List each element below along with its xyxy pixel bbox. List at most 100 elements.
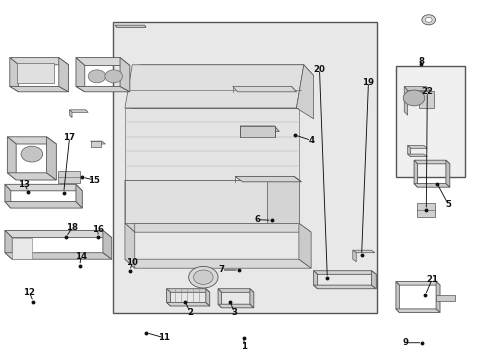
Polygon shape (5, 230, 112, 238)
Polygon shape (240, 126, 279, 131)
Polygon shape (404, 86, 408, 115)
Polygon shape (414, 184, 450, 187)
Circle shape (403, 90, 425, 106)
Polygon shape (76, 184, 82, 208)
Polygon shape (125, 108, 299, 180)
Text: 8: 8 (418, 58, 424, 67)
Polygon shape (59, 58, 69, 92)
Bar (396, 66, 465, 177)
Polygon shape (10, 58, 19, 92)
Polygon shape (5, 230, 12, 259)
Polygon shape (12, 238, 32, 259)
Polygon shape (408, 154, 427, 157)
Polygon shape (233, 86, 296, 92)
Polygon shape (396, 309, 440, 312)
Text: 7: 7 (219, 266, 224, 275)
Polygon shape (371, 271, 376, 289)
Polygon shape (125, 259, 311, 268)
Polygon shape (250, 289, 254, 308)
Bar (91, 141, 101, 147)
Polygon shape (314, 285, 376, 289)
Bar (17, 63, 54, 83)
Polygon shape (70, 110, 72, 118)
Circle shape (422, 15, 436, 25)
Polygon shape (446, 160, 450, 187)
Circle shape (194, 270, 213, 284)
Polygon shape (7, 137, 56, 144)
Text: 1: 1 (241, 342, 247, 351)
Text: 11: 11 (158, 333, 170, 342)
Polygon shape (115, 25, 146, 27)
Text: 6: 6 (254, 215, 260, 224)
Polygon shape (235, 176, 301, 182)
Text: 19: 19 (363, 78, 374, 87)
Text: 13: 13 (19, 180, 30, 189)
Bar (113, 22, 377, 313)
Bar (240, 126, 275, 137)
Circle shape (88, 70, 106, 83)
Circle shape (105, 70, 122, 83)
Polygon shape (125, 65, 304, 108)
Text: 3: 3 (231, 308, 237, 317)
Text: 4: 4 (308, 136, 314, 145)
Polygon shape (218, 289, 221, 308)
Polygon shape (125, 223, 311, 232)
Bar (419, 91, 434, 108)
Polygon shape (206, 289, 210, 306)
Polygon shape (5, 184, 11, 208)
Polygon shape (436, 282, 440, 312)
Polygon shape (167, 289, 171, 306)
Text: 22: 22 (421, 87, 433, 96)
Polygon shape (7, 173, 56, 180)
Polygon shape (396, 282, 440, 285)
Bar (58, 171, 80, 183)
Polygon shape (76, 86, 130, 92)
Polygon shape (70, 110, 88, 112)
Polygon shape (91, 141, 105, 144)
Text: 9: 9 (403, 338, 409, 347)
Text: 14: 14 (75, 252, 87, 261)
Polygon shape (396, 282, 399, 312)
Polygon shape (436, 295, 455, 301)
Polygon shape (5, 253, 112, 259)
Polygon shape (5, 184, 82, 191)
Text: 10: 10 (126, 258, 138, 267)
Circle shape (189, 266, 218, 288)
Polygon shape (408, 145, 411, 157)
Polygon shape (408, 145, 427, 148)
Text: 16: 16 (92, 225, 104, 234)
Polygon shape (10, 86, 69, 92)
Circle shape (425, 17, 432, 22)
Polygon shape (167, 289, 210, 292)
Polygon shape (167, 302, 210, 306)
Polygon shape (414, 160, 417, 187)
Polygon shape (414, 160, 450, 164)
Polygon shape (314, 271, 318, 289)
Polygon shape (267, 180, 299, 223)
Text: 5: 5 (445, 200, 451, 209)
Text: 17: 17 (64, 133, 75, 142)
Polygon shape (125, 223, 135, 268)
Polygon shape (314, 271, 376, 274)
Text: 12: 12 (24, 288, 35, 297)
Text: 20: 20 (314, 65, 325, 74)
Polygon shape (296, 65, 314, 119)
Polygon shape (353, 250, 356, 262)
Polygon shape (218, 289, 254, 292)
Text: 21: 21 (426, 275, 438, 284)
Polygon shape (353, 250, 375, 253)
Polygon shape (218, 304, 254, 308)
Polygon shape (103, 230, 112, 259)
Polygon shape (140, 65, 314, 76)
Polygon shape (7, 137, 16, 180)
Text: 2: 2 (187, 308, 193, 317)
Text: 18: 18 (67, 223, 78, 232)
Polygon shape (76, 58, 130, 66)
Bar (416, 203, 435, 217)
Polygon shape (125, 180, 299, 223)
Circle shape (21, 146, 43, 162)
Polygon shape (404, 86, 430, 91)
Polygon shape (5, 202, 82, 208)
Polygon shape (76, 58, 85, 92)
Text: 15: 15 (88, 176, 100, 185)
